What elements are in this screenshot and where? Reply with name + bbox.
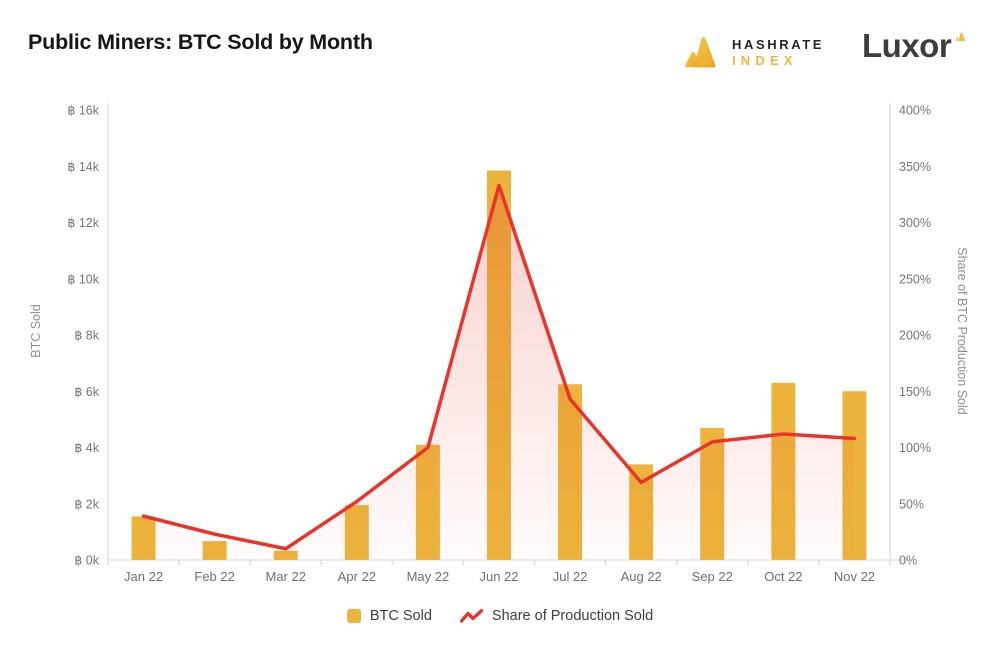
x-axis-label-jan-22: Jan 22 — [124, 569, 163, 584]
left-axis-tick-label: ฿ 8k — [74, 329, 99, 343]
right-axis-tick-label: 400% — [899, 104, 931, 118]
page-title: Public Miners: BTC Sold by Month — [28, 30, 373, 54]
luxor-mark-icon — [955, 31, 966, 41]
legend-label-btc-sold: BTC Sold — [369, 608, 432, 624]
index-text: INDEX — [732, 53, 798, 68]
right-axis-tick-label: 100% — [899, 441, 931, 455]
right-axis-tick-label: 200% — [899, 329, 931, 343]
luxor-logo: Luxor — [862, 27, 967, 64]
chart-legend: BTC Sold Share of Production Sold — [0, 608, 1000, 624]
x-axis-label-feb-22: Feb 22 — [194, 569, 234, 584]
legend-label-share-of-production-sold: Share of Production Sold — [491, 608, 654, 624]
left-axis-tick-label: ฿ 2k — [74, 497, 99, 511]
hashrate-text: HASHRATE — [732, 36, 825, 52]
x-axis-label-aug-22: Aug 22 — [621, 569, 662, 584]
share-of-production-area-fill — [143, 185, 855, 560]
right-axis-tick-label: 0% — [899, 554, 917, 568]
x-axis-label-may-22: May 22 — [407, 569, 450, 584]
x-axis-label-apr-22: Apr 22 — [338, 569, 376, 584]
left-axis-title: BTC Sold — [29, 304, 43, 358]
left-axis-tick-label: ฿ 0k — [74, 554, 99, 568]
share-of-production-line[interactable] — [141, 183, 857, 551]
right-axis-tick-label: 250% — [899, 272, 931, 286]
legend-item-share-of-production-sold[interactable]: Share of Production Sold — [459, 608, 654, 624]
left-axis-tick-label: ฿ 16k — [67, 104, 99, 118]
left-axis-tick-label: ฿ 6k — [74, 385, 99, 399]
line-series-zigzag-icon — [459, 608, 483, 623]
left-axis-tick-label: ฿ 12k — [67, 216, 99, 230]
right-axis-tick-label: 350% — [899, 160, 931, 174]
hashrate-index-mark-icon — [685, 37, 716, 68]
bar-series-swatch-icon — [346, 609, 361, 623]
right-axis-tick-label: 50% — [899, 497, 924, 511]
hashrate-index-logo: HASHRATE INDEX — [683, 33, 824, 73]
right-axis-tick-label: 150% — [899, 385, 931, 399]
left-axis-tick-label: ฿ 4k — [74, 441, 99, 455]
left-axis-tick-label: ฿ 14k — [67, 160, 99, 174]
x-axis-label-oct-22: Oct 22 — [764, 569, 802, 584]
x-axis-label-jun-22: Jun 22 — [479, 569, 518, 584]
luxor-wordmark: Luxor — [862, 27, 952, 64]
legend-item-btc-sold[interactable]: BTC Sold — [346, 608, 432, 624]
x-axis-label-sep-22: Sep 22 — [692, 569, 733, 584]
hashrate-index-wordmark: HASHRATE INDEX — [732, 37, 824, 70]
right-axis-title: Share of BTC Production Sold — [955, 247, 969, 414]
x-axis-label-nov-22: Nov 22 — [834, 569, 875, 584]
x-axis-label-mar-22: Mar 22 — [265, 569, 305, 584]
x-axis-label-jul-22: Jul 22 — [553, 569, 588, 584]
right-axis-tick-label: 300% — [899, 216, 931, 230]
left-axis-tick-label: ฿ 10k — [67, 272, 99, 286]
